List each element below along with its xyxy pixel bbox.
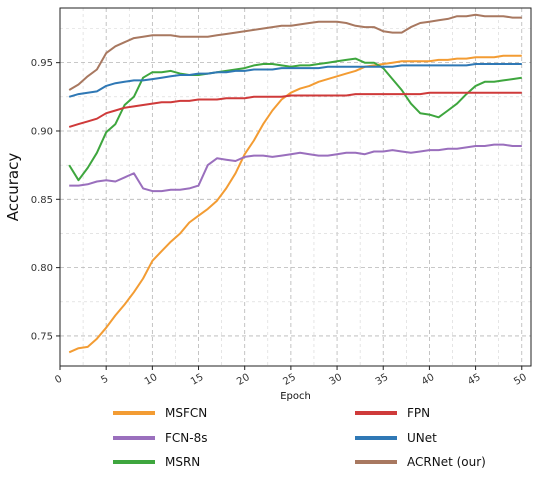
x-tick-label: 45 <box>466 372 483 388</box>
y-tick-label: 0.85 <box>31 195 53 206</box>
series-line-fcn-8s <box>69 143 522 193</box>
legend-label-fpn: FPN <box>407 406 430 420</box>
y-tick-label: 0.95 <box>31 58 53 69</box>
legend-label-fcn-8s: FCN-8s <box>165 431 207 445</box>
series-line-unet <box>68 63 522 98</box>
series-line-acrnet-our <box>68 13 522 91</box>
plot-frame <box>59 7 532 367</box>
legend-label-msfcn: MSFCN <box>165 406 207 420</box>
y-axis-label: Accuracy <box>4 153 22 222</box>
x-tick-label: 40 <box>420 372 437 388</box>
series-line-fpn <box>68 91 522 128</box>
legend-label-unet: UNet <box>407 431 437 445</box>
x-tick-label: 25 <box>281 372 298 388</box>
grid <box>59 8 531 366</box>
y-tick-label: 0.80 <box>31 263 53 274</box>
x-tick-label: 35 <box>374 372 391 388</box>
x-tick-label: 30 <box>328 372 345 388</box>
axis-ticks: 0 5 10 15 20 25 30 35 40 45 50 0.75 0.80 0.85 0.90 0.95 <box>31 58 529 388</box>
y-tick-label: 0.75 <box>31 331 53 342</box>
series-line-msrn <box>68 57 522 182</box>
series-lines <box>68 13 522 354</box>
legend-label-msrn: MSRN <box>165 455 200 469</box>
series-line-msfcn <box>68 54 522 354</box>
x-tick-label: 15 <box>189 372 206 388</box>
legend-label-acrnet-our: ACRNet (our) <box>407 455 486 469</box>
x-tick-label: 10 <box>143 372 160 388</box>
x-tick-label: 20 <box>235 372 252 388</box>
x-tick-label: 0 <box>53 373 64 386</box>
legend: MSFCN FPN FCN-8s UNet MSRN ACRNet (our) <box>113 406 486 469</box>
x-axis-label: Epoch <box>280 391 311 402</box>
x-tick-label: 5 <box>99 373 110 386</box>
y-tick-label: 0.90 <box>31 126 53 137</box>
x-tick-label: 50 <box>512 372 529 388</box>
